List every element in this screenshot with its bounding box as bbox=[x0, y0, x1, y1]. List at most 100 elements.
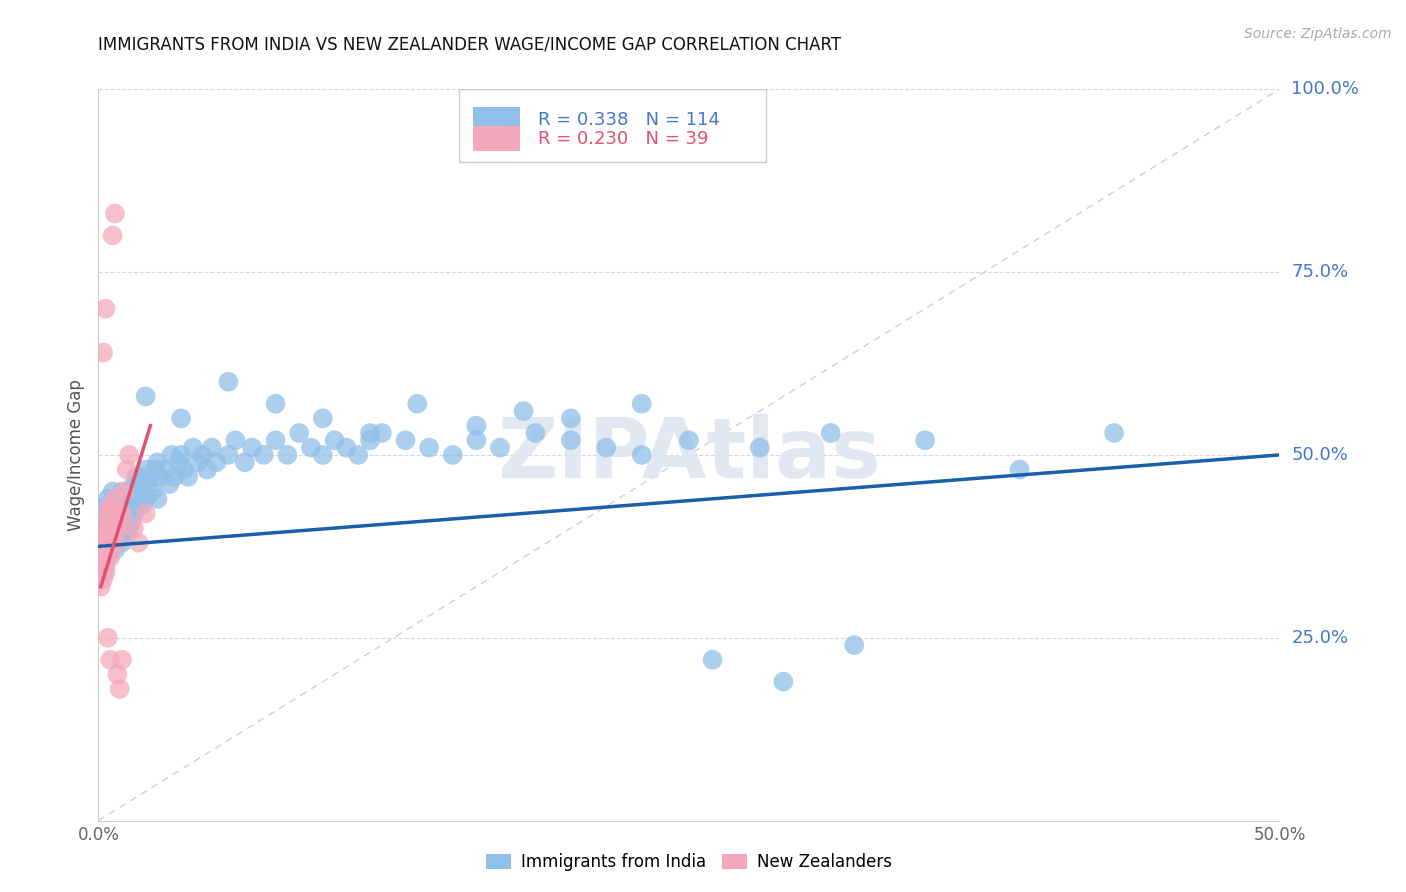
Point bbox=[136, 477, 159, 491]
Point bbox=[748, 441, 770, 455]
Point bbox=[94, 499, 117, 513]
Point bbox=[94, 528, 117, 542]
Point bbox=[129, 499, 152, 513]
Point bbox=[118, 448, 141, 462]
Point bbox=[312, 411, 335, 425]
Point bbox=[94, 535, 117, 549]
Point bbox=[201, 441, 224, 455]
Point bbox=[132, 484, 155, 499]
Point bbox=[115, 462, 138, 476]
Point bbox=[91, 565, 114, 579]
Point bbox=[90, 521, 112, 535]
Point bbox=[253, 448, 276, 462]
Point bbox=[98, 543, 121, 558]
Point bbox=[128, 491, 150, 506]
Point bbox=[91, 550, 114, 565]
Point bbox=[104, 521, 127, 535]
Y-axis label: Wage/Income Gap: Wage/Income Gap bbox=[67, 379, 86, 531]
Text: 75.0%: 75.0% bbox=[1291, 263, 1348, 281]
Point bbox=[101, 514, 124, 528]
Point bbox=[97, 521, 120, 535]
Point bbox=[125, 499, 148, 513]
Point bbox=[560, 411, 582, 425]
Point bbox=[143, 462, 166, 476]
Point bbox=[111, 535, 134, 549]
Point bbox=[323, 434, 346, 448]
Point bbox=[105, 491, 128, 506]
Point bbox=[172, 462, 194, 476]
Point bbox=[105, 514, 128, 528]
Point bbox=[181, 441, 204, 455]
Point bbox=[359, 425, 381, 440]
Point bbox=[1102, 425, 1125, 440]
Point bbox=[630, 397, 652, 411]
Point bbox=[121, 484, 143, 499]
Point bbox=[90, 550, 112, 565]
Point bbox=[111, 514, 134, 528]
Point bbox=[91, 558, 114, 572]
Point bbox=[217, 375, 239, 389]
Point bbox=[105, 535, 128, 549]
Point bbox=[97, 631, 120, 645]
Point bbox=[170, 448, 193, 462]
Point bbox=[98, 653, 121, 667]
Point bbox=[112, 521, 135, 535]
Point bbox=[347, 448, 370, 462]
Point bbox=[135, 491, 157, 506]
Point bbox=[146, 491, 169, 506]
Point bbox=[104, 206, 127, 220]
Point bbox=[394, 434, 416, 448]
Point bbox=[560, 434, 582, 448]
Point bbox=[224, 434, 246, 448]
Point bbox=[595, 441, 617, 455]
Point bbox=[122, 507, 145, 521]
Point bbox=[187, 455, 209, 469]
Point bbox=[98, 507, 121, 521]
Point bbox=[264, 397, 287, 411]
Text: IMMIGRANTS FROM INDIA VS NEW ZEALANDER WAGE/INCOME GAP CORRELATION CHART: IMMIGRANTS FROM INDIA VS NEW ZEALANDER W… bbox=[98, 36, 842, 54]
Legend: Immigrants from India, New Zealanders: Immigrants from India, New Zealanders bbox=[479, 847, 898, 878]
Bar bbox=[472, 108, 520, 133]
Point bbox=[264, 434, 287, 448]
Point bbox=[91, 507, 114, 521]
Point bbox=[104, 543, 127, 558]
Point bbox=[94, 565, 117, 579]
Point bbox=[142, 484, 165, 499]
Point bbox=[105, 507, 128, 521]
Point bbox=[91, 543, 114, 558]
Point bbox=[191, 448, 214, 462]
Point bbox=[1008, 462, 1031, 476]
Point bbox=[108, 521, 131, 535]
Point bbox=[139, 470, 162, 484]
Point bbox=[135, 389, 157, 403]
Point bbox=[524, 425, 547, 440]
Point bbox=[97, 514, 120, 528]
Point bbox=[406, 397, 429, 411]
Text: ZIPAtlas: ZIPAtlas bbox=[496, 415, 882, 495]
Point bbox=[157, 477, 180, 491]
Point bbox=[177, 470, 200, 484]
Text: Source: ZipAtlas.com: Source: ZipAtlas.com bbox=[1244, 27, 1392, 41]
Point bbox=[129, 470, 152, 484]
Point bbox=[512, 404, 534, 418]
Point bbox=[108, 528, 131, 542]
Point bbox=[118, 491, 141, 506]
Point bbox=[97, 535, 120, 549]
Point bbox=[105, 535, 128, 549]
Point bbox=[111, 484, 134, 499]
Point bbox=[122, 477, 145, 491]
Point bbox=[94, 507, 117, 521]
Point bbox=[108, 507, 131, 521]
Point bbox=[90, 535, 112, 549]
Point bbox=[170, 411, 193, 425]
Point bbox=[288, 425, 311, 440]
Point bbox=[163, 470, 186, 484]
Point bbox=[98, 499, 121, 513]
Point bbox=[97, 491, 120, 506]
Point bbox=[101, 535, 124, 549]
Point bbox=[914, 434, 936, 448]
Point bbox=[112, 484, 135, 499]
Point bbox=[101, 514, 124, 528]
Point bbox=[101, 484, 124, 499]
Point bbox=[678, 434, 700, 448]
